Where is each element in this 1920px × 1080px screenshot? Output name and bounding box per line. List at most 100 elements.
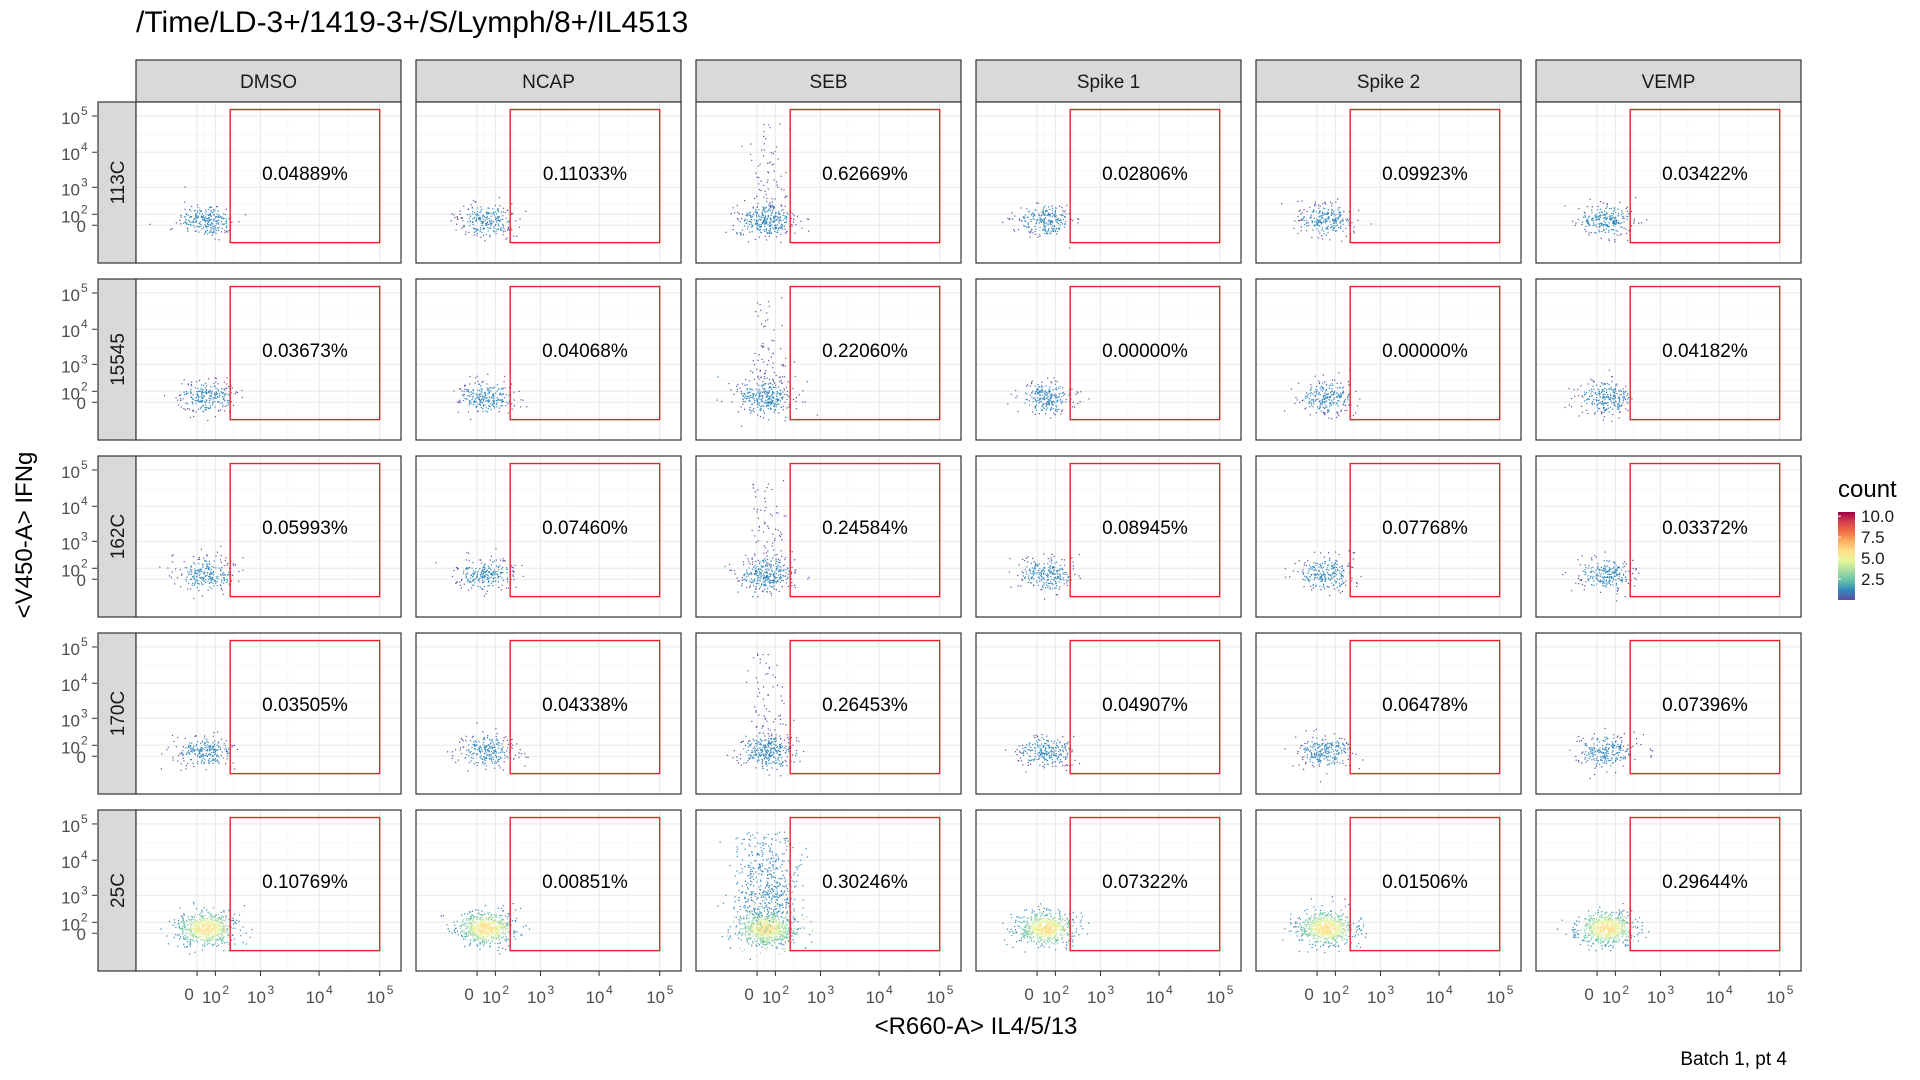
scatter-point — [1050, 410, 1051, 411]
scatter-point — [1320, 578, 1321, 579]
scatter-point — [1051, 562, 1052, 563]
scatter-point — [514, 405, 515, 406]
scatter-point — [1321, 223, 1322, 224]
scatter-point — [765, 391, 766, 392]
scatter-point — [770, 396, 771, 397]
scatter-point — [1067, 576, 1068, 577]
scatter-point — [762, 343, 763, 344]
scatter-point — [1036, 222, 1037, 223]
scatter-point — [1326, 397, 1327, 398]
scatter-point — [1026, 571, 1027, 572]
scatter-point — [774, 372, 775, 373]
scatter-point — [770, 576, 771, 577]
scatter-point — [769, 387, 770, 388]
scatter-point — [1048, 558, 1049, 559]
scatter-point — [768, 484, 769, 485]
scatter-point — [187, 403, 188, 404]
scatter-point — [1588, 218, 1589, 219]
scatter-point — [1609, 411, 1610, 412]
scatter-point — [764, 231, 765, 232]
scatter-point — [1050, 576, 1051, 577]
scatter-point — [1309, 581, 1310, 582]
scatter-point — [1328, 209, 1329, 210]
scatter-point — [215, 239, 216, 240]
scatter-point — [1065, 224, 1066, 225]
scatter-point — [761, 359, 762, 360]
scatter-point — [1311, 399, 1312, 400]
scatter-point — [220, 546, 221, 547]
scatter-point — [1611, 421, 1612, 422]
scatter-point — [486, 383, 487, 384]
scatter-point — [186, 567, 187, 568]
scatter-point — [201, 583, 202, 584]
scatter-point — [1348, 550, 1349, 551]
scatter-point — [1314, 218, 1315, 219]
scatter-point — [737, 592, 738, 593]
scatter-point — [195, 213, 196, 214]
scatter-point — [1337, 414, 1338, 415]
scatter-point — [1598, 408, 1599, 409]
scatter-point — [749, 398, 750, 399]
scatter-point — [1326, 389, 1327, 390]
scatter-point — [218, 383, 219, 384]
scatter-point — [1051, 554, 1052, 555]
scatter-point — [489, 220, 490, 221]
scatter-point — [485, 574, 486, 575]
scatter-point — [198, 572, 199, 573]
scatter-point — [218, 220, 219, 221]
scatter-point — [1031, 213, 1032, 214]
scatter-point — [1306, 392, 1307, 393]
scatter-point — [222, 224, 223, 225]
scatter-point — [1322, 401, 1323, 402]
scatter-point — [209, 398, 210, 399]
scatter-point — [1619, 391, 1620, 392]
scatter-point — [219, 402, 220, 403]
scatter-point — [760, 406, 761, 407]
scatter-point — [1054, 587, 1055, 588]
scatter-point — [480, 210, 481, 211]
scatter-point — [181, 383, 182, 384]
scatter-point — [490, 403, 491, 404]
scatter-point — [788, 381, 789, 382]
scatter-point — [1310, 577, 1311, 578]
scatter-point — [772, 534, 773, 535]
scatter-point — [1045, 395, 1046, 396]
scatter-point — [1335, 569, 1336, 570]
scatter-point — [491, 556, 492, 557]
scatter-point — [201, 582, 202, 583]
scatter-point — [1602, 403, 1603, 404]
scatter-point — [1309, 398, 1310, 399]
scatter-point — [779, 578, 780, 579]
scatter-point — [197, 210, 198, 211]
scatter-point — [745, 579, 746, 580]
scatter-point — [493, 571, 494, 572]
scatter-point — [773, 362, 774, 363]
scatter-point — [491, 577, 492, 578]
scatter-point — [782, 399, 783, 400]
scatter-point — [1057, 577, 1058, 578]
scatter-point — [785, 358, 786, 359]
scatter-point — [1052, 210, 1053, 211]
scatter-point — [749, 221, 750, 222]
scatter-point — [760, 392, 761, 393]
scatter-point — [482, 389, 483, 390]
scatter-point — [1340, 578, 1341, 579]
scatter-point — [464, 389, 465, 390]
scatter-point — [1014, 216, 1015, 217]
scatter-point — [764, 498, 765, 499]
scatter-point — [226, 405, 227, 406]
scatter-point — [470, 577, 471, 578]
scatter-point — [1311, 237, 1312, 238]
scatter-point — [1601, 403, 1602, 404]
scatter-point — [752, 569, 753, 570]
scatter-point — [763, 584, 764, 585]
scatter-point — [777, 232, 778, 233]
scatter-point — [768, 408, 769, 409]
scatter-point — [493, 230, 494, 231]
scatter-point — [1610, 584, 1611, 585]
scatter-point — [1313, 399, 1314, 400]
scatter-point — [774, 219, 775, 220]
scatter-point — [777, 580, 778, 581]
column-strip-label: SEB — [809, 72, 847, 93]
scatter-point — [503, 394, 504, 395]
